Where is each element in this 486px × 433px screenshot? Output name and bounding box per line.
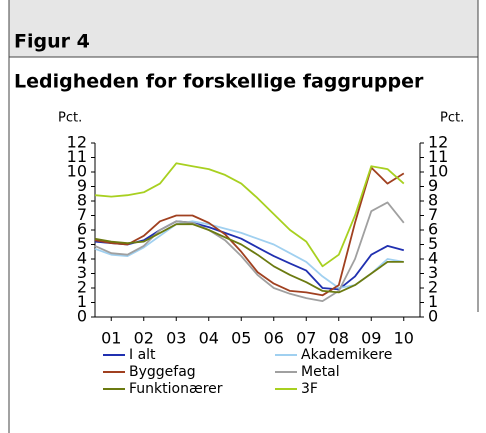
y-tick-label: 8 — [77, 191, 87, 210]
y-tick-label: 12 — [67, 133, 87, 152]
x-tick-label: 09 — [361, 329, 381, 348]
x-tick-label: 06 — [264, 329, 284, 348]
figure-label: Figur 4 — [14, 31, 90, 53]
y-tick-label: 11 — [67, 147, 87, 166]
x-tick-label: 04 — [199, 329, 219, 348]
x-tick-label: 07 — [296, 329, 316, 348]
legend-label: Metal — [301, 364, 340, 380]
legend-label: 3F — [301, 381, 318, 397]
y-tick-label: 3 — [77, 263, 87, 282]
x-tick-label: 08 — [329, 329, 349, 348]
series-line — [94, 166, 405, 297]
series-line — [94, 223, 404, 294]
legend-label: Funktionærer — [129, 381, 223, 397]
y2-tick-label: 12 — [428, 133, 448, 152]
y2-tick-label: 8 — [428, 191, 438, 210]
x-tick-label: 02 — [134, 329, 154, 348]
y2-tick-label: 10 — [428, 162, 448, 181]
y-tick-label: 4 — [77, 249, 87, 268]
y-tick-label: 2 — [77, 278, 87, 297]
legend-label: Byggefag — [129, 364, 196, 380]
legend-label: I alt — [129, 347, 156, 363]
y-tick-label: 0 — [77, 307, 87, 326]
x-tick-label: 05 — [231, 329, 251, 348]
y2-tick-label: 3 — [428, 263, 438, 282]
legend-label: Akademikere — [301, 347, 392, 363]
y-tick-label: 7 — [77, 205, 87, 224]
series-line — [94, 220, 405, 291]
y-tick-label: 1 — [77, 292, 87, 311]
y-tick-label: 9 — [77, 176, 87, 195]
y2-tick-label: 4 — [428, 249, 438, 268]
x-tick-label: 10 — [394, 329, 414, 348]
series-line — [94, 220, 404, 289]
y2-tick-label: 0 — [428, 307, 438, 326]
x-tick-label: 03 — [166, 329, 186, 348]
y2-tick-label: 7 — [428, 205, 438, 224]
y-tick-label: 10 — [67, 162, 87, 181]
y2-tick-label: 11 — [428, 147, 448, 166]
y2-tick-label: 1 — [428, 292, 438, 311]
y2-tick-label: 9 — [428, 176, 438, 195]
x-tick-label: 01 — [101, 329, 121, 348]
y2-tick-label: 5 — [428, 234, 438, 253]
y2-tick-label: 2 — [428, 278, 438, 297]
y-tick-label: 6 — [77, 220, 87, 239]
chart-title: Ledigheden for forskellige faggrupper — [14, 71, 424, 93]
series-line — [94, 201, 405, 303]
y-tick-label: 5 — [77, 234, 87, 253]
header-band — [9, 0, 478, 57]
series-line — [94, 162, 405, 268]
y2-tick-label: 6 — [428, 220, 438, 239]
y2-axis-label: Pct. — [440, 111, 464, 126]
y-axis-label: Pct. — [58, 111, 82, 126]
